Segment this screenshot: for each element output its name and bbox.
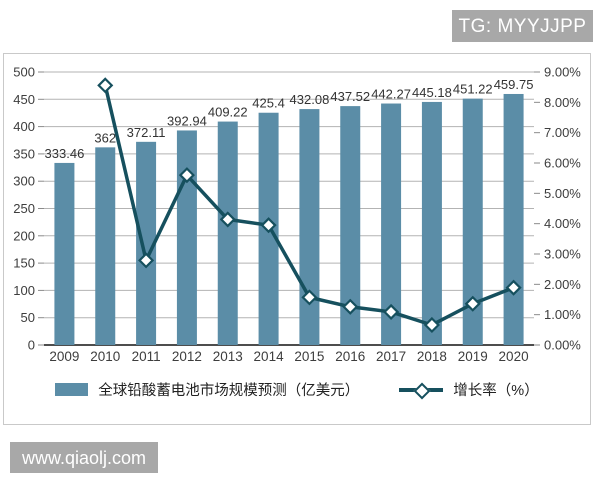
chart-panel: 500 450 400 350 300 250 200 150 100 50 0 9.00% 8.00%…: [3, 53, 591, 425]
legend-diamond-icon: [413, 382, 431, 399]
x-axis-year-label: 2011: [132, 349, 161, 364]
bar-value-label: 372.11: [127, 125, 166, 140]
left-axis-tick-label: 500: [13, 65, 35, 80]
bar: [176, 130, 197, 345]
growth-line-marker: [342, 298, 359, 315]
x-axis-year-label: 2014: [254, 349, 285, 364]
bar: [421, 101, 442, 345]
bar-value-label: 392.94: [167, 113, 207, 128]
x-axis-year-label: 2019: [458, 349, 488, 364]
left-axis-tick-label: 100: [13, 283, 35, 298]
growth-line-marker: [97, 77, 114, 94]
right-axis-tick-label: 4.00%: [544, 216, 581, 231]
bar: [54, 162, 75, 345]
right-axis-tick-label: 5.00%: [544, 186, 581, 201]
watermark-telegram-badge: TG: MYYJJPP: [452, 10, 593, 42]
growth-line-marker: [301, 289, 318, 306]
growth-line-marker: [260, 217, 277, 234]
right-axis-tick-label: 3.00%: [544, 247, 581, 262]
x-axis-year-label: 2012: [172, 349, 202, 364]
right-axis-tick-label: 8.00%: [544, 95, 581, 110]
x-axis-year-label: 2009: [49, 349, 79, 364]
bar: [503, 93, 524, 345]
bar-value-label: 409.22: [208, 105, 248, 120]
growth-line-marker: [464, 295, 481, 312]
watermark-site-badge: www.qiaolj.com: [10, 442, 158, 473]
x-axis-year-label: 2020: [499, 349, 529, 364]
growth-line-marker: [138, 252, 155, 269]
x-axis-year-label: 2016: [335, 349, 365, 364]
bar: [381, 103, 402, 345]
growth-line-marker: [505, 279, 522, 296]
bar-value-label: 437.52: [330, 89, 370, 104]
right-axis-tick-label: 9.00%: [544, 65, 581, 80]
right-axis-tick-label: 1.00%: [544, 307, 581, 322]
bar: [299, 109, 320, 345]
left-axis-tick-label: 350: [13, 146, 35, 161]
bar: [462, 98, 483, 345]
legend-bar-swatch: [55, 383, 89, 396]
legend-line-label: 增长率（%）: [453, 383, 539, 399]
x-axis-year-label: 2015: [294, 349, 324, 364]
right-axis-tick-label: 7.00%: [544, 125, 581, 140]
growth-line-marker: [423, 316, 440, 334]
bar-value-label: 432.08: [290, 92, 330, 107]
bar-value-label: 362: [94, 130, 116, 145]
x-axis-year-label: 2017: [376, 349, 406, 364]
left-axis-tick-label: 400: [13, 119, 35, 134]
bar-value-label: 425.4: [252, 96, 285, 111]
x-axis-year-label: 2010: [90, 349, 120, 364]
bar: [340, 106, 361, 345]
bar-value-label: 442.27: [371, 87, 411, 102]
right-axis-tick-label: 6.00%: [544, 156, 581, 171]
legend-bar-label: 全球铅酸蓄电池市场规模预测（亿美元）: [98, 383, 360, 399]
growth-line-marker: [178, 167, 195, 184]
bar-value-label: 333.46: [45, 146, 85, 161]
left-axis-tick-label: 250: [13, 201, 35, 216]
left-axis-tick-label: 150: [13, 256, 35, 271]
bar: [136, 141, 157, 345]
bar: [95, 147, 116, 345]
left-axis-tick-label: 0: [28, 338, 35, 353]
left-axis-tick-label: 450: [13, 92, 35, 107]
right-axis-tick-label: 2.00%: [544, 277, 581, 292]
left-axis-tick-label: 50: [21, 310, 35, 325]
chart-legend: 全球铅酸蓄电池市场规模预测（亿美元） 增长率（%）: [4, 379, 590, 400]
x-axis-year-label: 2018: [417, 349, 447, 364]
bar-value-label: 459.75: [494, 77, 534, 92]
legend-line-swatch: [399, 382, 444, 399]
bar-value-label: 445.18: [412, 85, 452, 100]
left-axis-tick-label: 300: [13, 174, 35, 189]
market-forecast-chart: 5004504003503002502001501005009.00%8.00%…: [13, 65, 581, 365]
right-axis-tick-label: 0.00%: [544, 338, 581, 353]
x-axis-year-label: 2013: [213, 349, 243, 364]
bar: [217, 121, 238, 345]
growth-line-marker: [219, 211, 236, 228]
growth-line-marker: [383, 303, 400, 320]
left-axis-tick-label: 200: [13, 228, 35, 243]
bar-value-label: 451.22: [453, 82, 493, 97]
